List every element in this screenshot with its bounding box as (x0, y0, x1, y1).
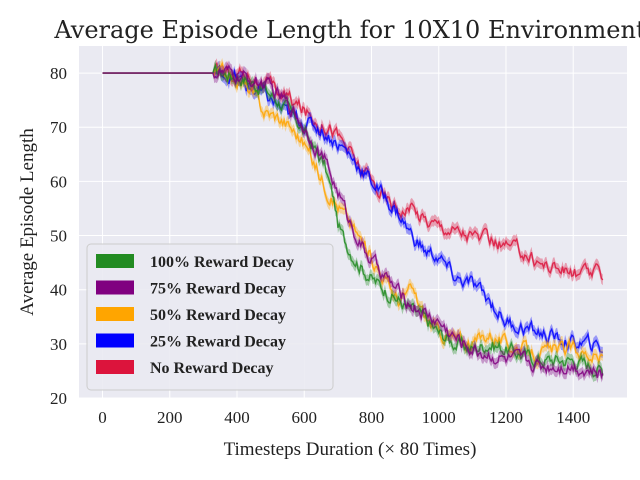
y-tick-label: 80 (50, 64, 67, 83)
y-axis-label: Average Episode Length (17, 128, 38, 316)
x-axis-label: Timesteps Duration (× 80 Times) (224, 439, 477, 460)
x-tick-label: 200 (157, 408, 183, 427)
legend-swatch (96, 333, 134, 348)
legend-label: 100% Reward Decay (150, 254, 294, 271)
legend-label: 75% Reward Decay (150, 281, 286, 298)
series-band-3 (102, 60, 603, 358)
series-group (102, 58, 604, 384)
legend-box (86, 243, 334, 391)
y-tick-label: 50 (50, 227, 67, 246)
legend-swatch (96, 360, 134, 374)
series-line-1 (102, 64, 604, 380)
y-tick-label: 70 (50, 118, 67, 137)
x-tick-label: 0 (98, 408, 107, 427)
y-tick-label: 40 (50, 281, 67, 300)
legend-swatch (96, 280, 134, 295)
legend-swatch (96, 254, 134, 268)
x-tick-label: 800 (359, 408, 385, 427)
x-tick-label: 1000 (422, 408, 456, 427)
legend-label: No Reward Decay (150, 360, 274, 377)
x-tick-label: 600 (292, 408, 318, 427)
chart-title: Average Episode Length for 10X10 Environ… (53, 16, 640, 44)
y-tick-label: 20 (50, 389, 67, 408)
x-tick-label: 400 (224, 408, 250, 427)
grid (79, 46, 627, 399)
y-tick-label: 30 (50, 335, 67, 354)
y-tick-label: 60 (50, 172, 67, 191)
tick-labels: 0 200 400 600 800 1000 1200 1400 20 30 40 50 60 70 80 (50, 64, 590, 427)
legend-swatch (96, 307, 134, 321)
legend-label: 50% Reward Decay (150, 307, 286, 324)
x-tick-label: 1400 (556, 408, 590, 427)
x-tick-label: 1200 (489, 408, 523, 427)
legend: 100% Reward Decay 75% Reward Decay 50% Rew… (86, 243, 334, 391)
legend-label: 25% Reward Decay (150, 334, 286, 351)
